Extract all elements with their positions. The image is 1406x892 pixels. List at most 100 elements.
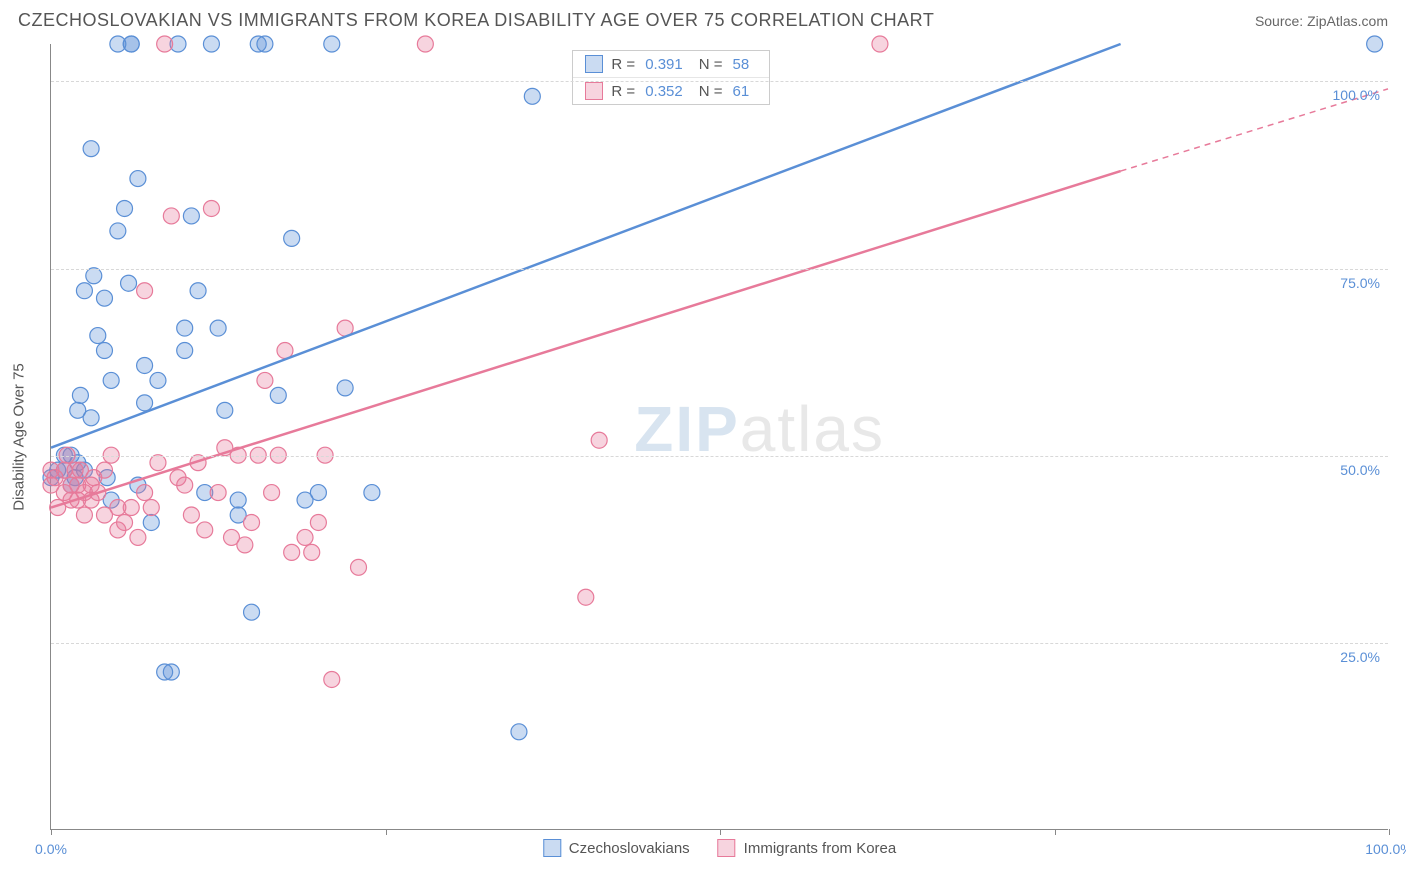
data-point: [96, 343, 112, 359]
data-point: [578, 589, 594, 605]
stat-n-label: N =: [699, 56, 723, 73]
data-point: [364, 485, 380, 501]
data-point: [284, 230, 300, 246]
legend-swatch: [543, 839, 561, 857]
stat-r-value: 0.352: [645, 83, 683, 100]
data-point: [117, 200, 133, 216]
data-point: [264, 485, 280, 501]
data-point: [83, 410, 99, 426]
data-point: [103, 372, 119, 388]
stat-n-label: N =: [699, 83, 723, 100]
data-point: [197, 522, 213, 538]
data-point: [177, 343, 193, 359]
data-point: [163, 664, 179, 680]
data-point: [130, 529, 146, 545]
data-point: [270, 387, 286, 403]
legend-label: Czechoslovakians: [569, 840, 690, 857]
legend-label: Immigrants from Korea: [744, 840, 897, 857]
stat-n-value: 61: [733, 83, 750, 100]
data-point: [257, 372, 273, 388]
chart-title: CZECHOSLOVAKIAN VS IMMIGRANTS FROM KOREA…: [18, 10, 934, 31]
grid-line: [51, 456, 1388, 457]
data-point: [163, 208, 179, 224]
data-point: [1367, 36, 1383, 52]
data-point: [143, 514, 159, 530]
data-point: [872, 36, 888, 52]
data-point: [591, 432, 607, 448]
data-point: [177, 477, 193, 493]
chart-plot-area: Disability Age Over 75 ZIPatlas R = 0.39…: [50, 44, 1388, 830]
data-point: [90, 328, 106, 344]
data-point: [143, 500, 159, 516]
data-point: [244, 604, 260, 620]
data-point: [137, 357, 153, 373]
data-point: [304, 544, 320, 560]
stat-r-value: 0.391: [645, 56, 683, 73]
data-point: [121, 275, 137, 291]
data-point: [123, 36, 139, 52]
x-tick-mark: [386, 829, 387, 835]
data-point: [96, 290, 112, 306]
x-tick-label: 100.0%: [1365, 841, 1406, 857]
x-tick-mark: [720, 829, 721, 835]
source-label: Source: ZipAtlas.com: [1255, 13, 1388, 29]
data-point: [86, 268, 102, 284]
grid-line: [51, 643, 1388, 644]
stat-n-value: 58: [733, 56, 750, 73]
data-point: [72, 387, 88, 403]
data-point: [511, 724, 527, 740]
data-point: [337, 380, 353, 396]
data-point: [244, 514, 260, 530]
x-tick-mark: [1055, 829, 1056, 835]
data-point: [284, 544, 300, 560]
data-point: [257, 36, 273, 52]
legend-item: Immigrants from Korea: [718, 839, 897, 857]
x-tick-mark: [1389, 829, 1390, 835]
data-point: [137, 395, 153, 411]
data-point: [324, 671, 340, 687]
data-point: [217, 402, 233, 418]
data-point: [83, 141, 99, 157]
stat-r-label: R =: [611, 56, 635, 73]
data-point: [237, 537, 253, 553]
x-tick-label: 0.0%: [35, 841, 67, 857]
data-point: [203, 200, 219, 216]
data-point: [137, 485, 153, 501]
data-point: [190, 283, 206, 299]
data-point: [177, 320, 193, 336]
data-point: [310, 514, 326, 530]
data-point: [130, 171, 146, 187]
legend-swatch: [585, 82, 603, 100]
data-point: [117, 514, 133, 530]
data-point: [76, 507, 92, 523]
data-point: [110, 223, 126, 239]
y-tick-label: 75.0%: [1340, 275, 1380, 291]
data-point: [76, 283, 92, 299]
data-point: [183, 507, 199, 523]
data-point: [203, 36, 219, 52]
data-point: [210, 320, 226, 336]
x-tick-mark: [51, 829, 52, 835]
legend-swatch: [718, 839, 736, 857]
stat-legend-box: R = 0.391 N = 58 R = 0.352 N = 61: [572, 50, 770, 105]
data-point: [351, 559, 367, 575]
stat-r-label: R =: [611, 83, 635, 100]
data-point: [210, 485, 226, 501]
data-point: [183, 208, 199, 224]
data-point: [230, 492, 246, 508]
data-point: [123, 500, 139, 516]
data-point: [150, 455, 166, 471]
data-point: [157, 36, 173, 52]
data-point: [297, 529, 313, 545]
data-point: [137, 283, 153, 299]
grid-line: [51, 269, 1388, 270]
y-tick-label: 100.0%: [1333, 87, 1380, 103]
data-point: [150, 372, 166, 388]
y-tick-label: 50.0%: [1340, 462, 1380, 478]
grid-line: [51, 81, 1388, 82]
data-point: [417, 36, 433, 52]
y-axis-label: Disability Age Over 75: [11, 363, 28, 511]
data-point: [96, 462, 112, 478]
y-tick-label: 25.0%: [1340, 649, 1380, 665]
series-legend: Czechoslovakians Immigrants from Korea: [543, 839, 896, 857]
